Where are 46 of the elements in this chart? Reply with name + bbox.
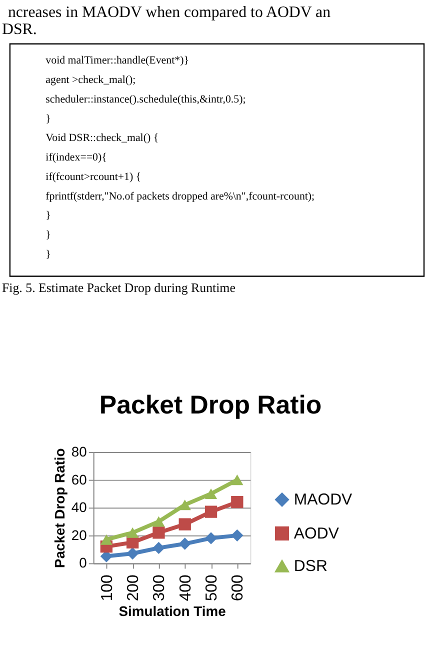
x-axis-title: Simulation Time bbox=[118, 603, 226, 620]
point bbox=[152, 516, 165, 527]
point bbox=[126, 547, 139, 560]
y-tick-label: 60 bbox=[71, 471, 88, 488]
point bbox=[152, 542, 165, 554]
point bbox=[231, 474, 244, 486]
point bbox=[126, 527, 139, 538]
point bbox=[178, 538, 191, 550]
point bbox=[231, 496, 244, 508]
text: } bbox=[46, 210, 51, 222]
x-tick-label: 600 bbox=[230, 574, 247, 602]
point bbox=[204, 488, 218, 499]
text: } bbox=[46, 248, 51, 260]
y-tick-label: 0 bbox=[79, 554, 88, 571]
point bbox=[204, 506, 218, 518]
legend-label: DSR bbox=[294, 558, 328, 576]
y-tick-label: 80 bbox=[71, 443, 88, 460]
point bbox=[178, 500, 191, 510]
point bbox=[231, 529, 244, 542]
x-tick-label: 500 bbox=[203, 574, 220, 602]
text: if(index==0){ bbox=[46, 152, 107, 164]
text: if(fcount>rcount+1) { bbox=[46, 170, 142, 183]
text: fprintf(stderr,"No.of packets dropped are%\n",fcount-rcount); bbox=[46, 190, 315, 202]
point bbox=[152, 526, 165, 539]
x-tick-label: 200 bbox=[125, 574, 142, 602]
caption: Fig. 5. Estimate Packet Drop during Runtime bbox=[2, 281, 236, 296]
text: void malTimer::handle(Event*)} bbox=[46, 54, 189, 67]
text: ncreases in MAODV when compared to AODV an bbox=[8, 4, 331, 22]
legend-label: MAODV bbox=[294, 492, 353, 509]
legend-label: AODV bbox=[294, 525, 340, 542]
point bbox=[204, 532, 218, 544]
point bbox=[178, 518, 191, 530]
y-tick-label: 40 bbox=[71, 499, 88, 516]
x-tick-label: 100 bbox=[98, 574, 116, 602]
text: agent >check_mal(); bbox=[46, 74, 136, 86]
text: scheduler::instance().schedule(this,&intr,0.5); bbox=[46, 93, 246, 106]
x-tick-label: 400 bbox=[177, 574, 194, 602]
text: } bbox=[46, 229, 51, 242]
chart-title: Packet Drop Ratio bbox=[99, 391, 322, 420]
y-axis-title: Packet Drop Ratio bbox=[51, 448, 68, 568]
y-tick-label: 20 bbox=[71, 526, 88, 543]
point bbox=[100, 534, 112, 545]
text: Void DSR::check_mal() { bbox=[46, 132, 159, 144]
text: } bbox=[46, 112, 51, 125]
text: DSR. bbox=[2, 20, 37, 38]
x-tick-label: 300 bbox=[151, 574, 168, 602]
